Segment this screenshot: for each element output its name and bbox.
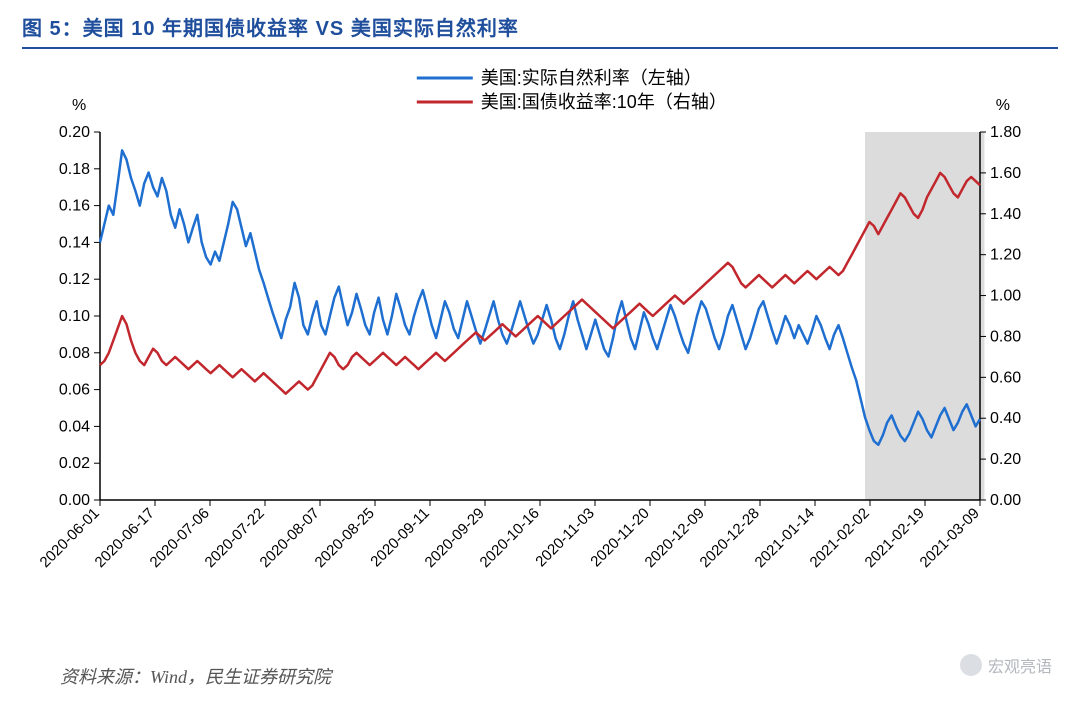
y-right-tick: 1.40 xyxy=(990,206,1021,223)
y-left-tick: 0.02 xyxy=(59,455,90,472)
y-left-tick: 0.16 xyxy=(59,198,90,215)
y-right-tick: 0.80 xyxy=(990,328,1021,345)
figure-title: 图 5：美国 10 年期国债收益率 VS 美国实际自然利率 xyxy=(22,18,519,40)
y-left-tick: 0.04 xyxy=(59,418,90,435)
y-right-tick: 0.40 xyxy=(990,410,1021,427)
x-tick-label: 2020-08-25 xyxy=(312,505,378,571)
y-left-tick: 0.00 xyxy=(59,492,90,509)
chart-area: 0.00 0.02 0.04 0.06 0.08 0.10 0.12 0.14 0.16 0.18… xyxy=(30,60,1050,620)
y-right-tick: 1.00 xyxy=(990,288,1021,305)
watermark-icon xyxy=(960,654,982,676)
left-unit: % xyxy=(72,97,86,114)
y-left-tick: 0.10 xyxy=(59,308,90,325)
watermark: 宏观亮语 xyxy=(960,653,1052,677)
y-left-tick: 0.14 xyxy=(59,234,90,251)
y-left-tick: 0.06 xyxy=(59,382,90,399)
x-tick-label: 2020-11-03 xyxy=(532,505,597,570)
legend-label: 美国:国债收益率:10年（右轴） xyxy=(481,92,727,112)
x-tick-label: 2021-03-09 xyxy=(917,505,983,571)
chart-svg: 0.00 0.02 0.04 0.06 0.08 0.10 0.12 0.14 0.16 0.18… xyxy=(30,60,1050,620)
y-right-tick: 1.60 xyxy=(990,165,1021,182)
y-left-tick: 0.20 xyxy=(59,124,90,141)
right-unit: % xyxy=(996,97,1010,114)
y-left-tick: 0.08 xyxy=(59,345,90,362)
figure-container: 图 5：美国 10 年期国债收益率 VS 美国实际自然利率 0.000.020.… xyxy=(0,0,1080,705)
title-bar: 图 5：美国 10 年期国债收益率 VS 美国实际自然利率 xyxy=(22,12,1058,49)
y-right-tick: 0.20 xyxy=(990,451,1021,468)
y-left-tick: 0.18 xyxy=(59,161,90,178)
y-right-tick: 0.00 xyxy=(990,492,1021,509)
highlight-band xyxy=(865,132,984,500)
legend-label: 美国:实际自然利率（左轴） xyxy=(481,68,702,88)
series-line-0 xyxy=(100,150,980,444)
y-right-tick: 0.60 xyxy=(990,369,1021,386)
watermark-text: 宏观亮语 xyxy=(988,653,1052,677)
y-right-tick: 1.80 xyxy=(990,124,1021,141)
source-text: 资料来源：Wind，民生证券研究院 xyxy=(60,663,331,689)
x-tick-label: 2020-10-16 xyxy=(477,505,543,571)
y-right-tick: 1.20 xyxy=(990,247,1021,264)
y-left-tick: 0.12 xyxy=(59,271,90,288)
